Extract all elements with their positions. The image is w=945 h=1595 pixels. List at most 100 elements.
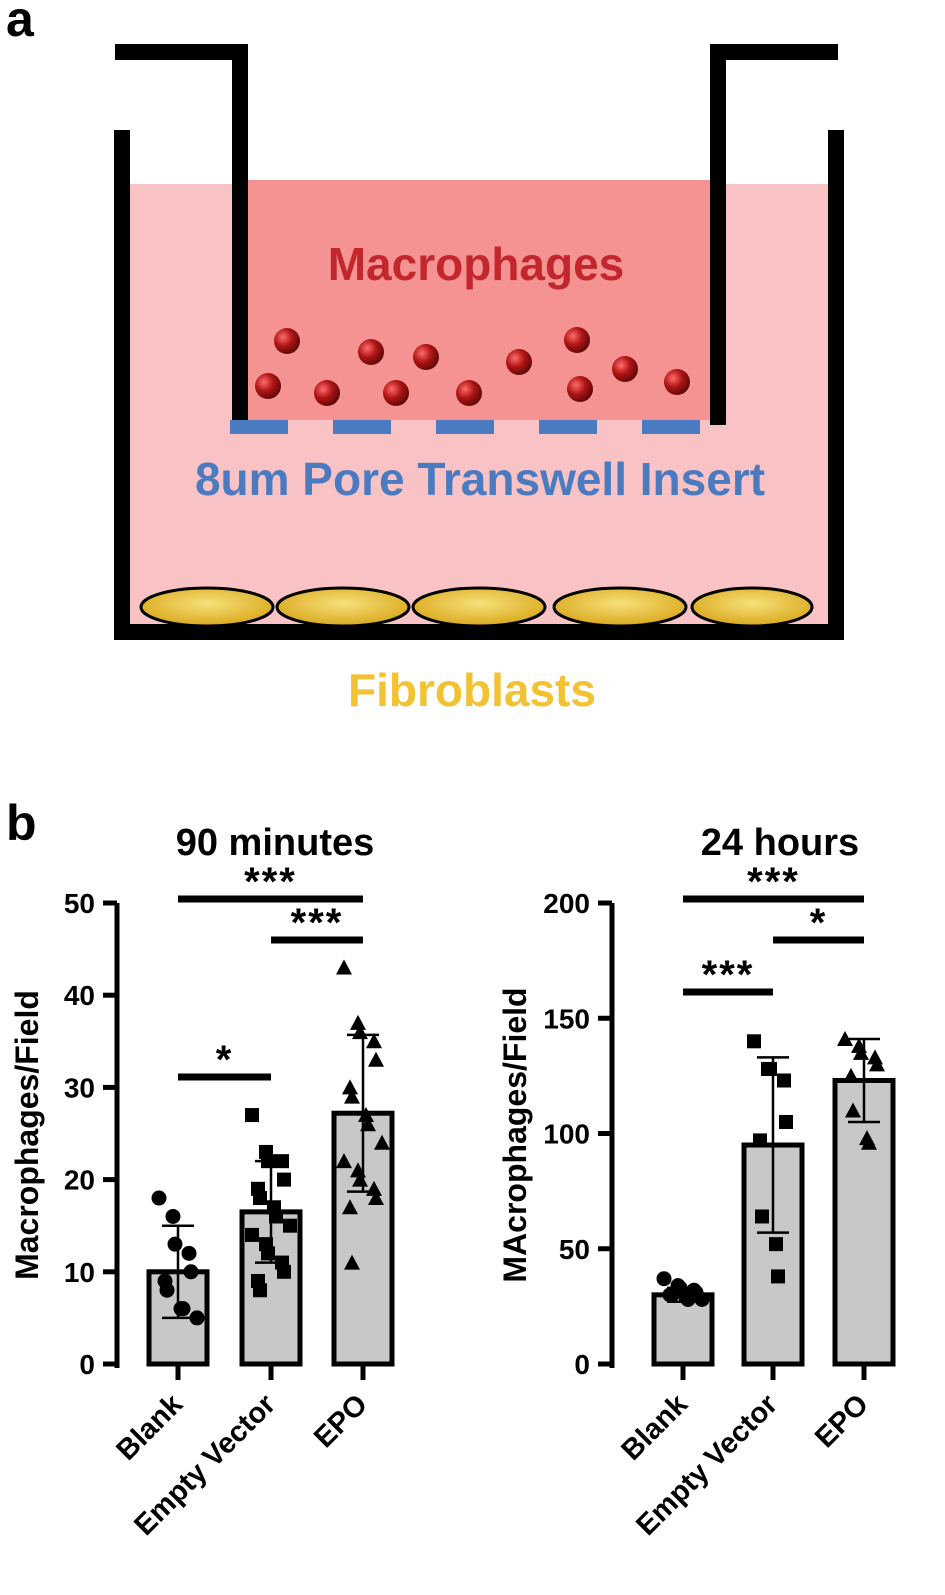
data-point bbox=[277, 1264, 291, 1279]
data-point bbox=[342, 1079, 358, 1095]
data-point bbox=[336, 959, 352, 975]
data-point bbox=[747, 1034, 761, 1049]
y-tick-label: 20 bbox=[64, 1165, 95, 1196]
macrophage-cell bbox=[314, 380, 340, 406]
fibroblast-cell bbox=[552, 586, 688, 628]
significance-label: * bbox=[216, 1038, 234, 1082]
data-point bbox=[869, 1056, 885, 1072]
macrophage-cell bbox=[413, 344, 439, 370]
data-point bbox=[253, 1191, 267, 1206]
fibroblast-cells bbox=[139, 586, 814, 628]
macrophage-cell bbox=[383, 380, 409, 406]
insert-medium bbox=[245, 180, 715, 420]
macrophage-cell bbox=[567, 376, 593, 402]
chart-90-minutes: 90 minutes Macrophages/Field 0 10 20 30 40 50… bbox=[9, 822, 395, 1542]
macrophage-cell bbox=[506, 349, 532, 375]
y-tick-label: 40 bbox=[64, 980, 95, 1011]
data-point bbox=[344, 1088, 360, 1104]
macrophage-cell bbox=[564, 327, 590, 353]
x-tick-label: Blank bbox=[110, 1388, 189, 1467]
data-point bbox=[753, 1133, 767, 1148]
pore bbox=[230, 420, 288, 434]
x-tick-label: EPO bbox=[809, 1388, 875, 1454]
y-tick-label: 50 bbox=[64, 888, 95, 919]
data-point bbox=[183, 1264, 199, 1280]
data-point bbox=[245, 1108, 259, 1123]
transwell-membrane-pores bbox=[230, 420, 700, 434]
y-axis-label: Macrophages/Field bbox=[9, 990, 45, 1280]
significance-label: *** bbox=[702, 953, 755, 997]
data-point bbox=[664, 1287, 680, 1303]
y-tick-label: 150 bbox=[543, 1003, 590, 1034]
fibroblasts-label: Fibroblasts bbox=[348, 664, 596, 716]
macrophages-label: Macrophages bbox=[328, 238, 625, 290]
y-tick-label: 50 bbox=[559, 1234, 590, 1265]
y-tick-label: 30 bbox=[64, 1072, 95, 1103]
data-point bbox=[694, 1291, 710, 1307]
x-tick-label: EPO bbox=[308, 1388, 374, 1454]
fibroblast-cell bbox=[139, 586, 275, 628]
data-point bbox=[342, 1199, 358, 1215]
fibroblast-cell bbox=[690, 586, 814, 628]
y-tick-label: 0 bbox=[574, 1349, 590, 1380]
chart-title: 90 minutes bbox=[176, 822, 375, 864]
data-point bbox=[269, 1209, 283, 1224]
data-point bbox=[277, 1172, 291, 1187]
data-point bbox=[151, 1190, 167, 1206]
data-point bbox=[366, 1033, 382, 1049]
data-point bbox=[261, 1246, 275, 1261]
macrophage-cell bbox=[274, 328, 300, 354]
macrophage-cell bbox=[612, 356, 638, 382]
bar bbox=[832, 1077, 896, 1367]
insert-wall-left bbox=[115, 44, 248, 425]
data-point bbox=[336, 1153, 352, 1169]
y-tick-label: 10 bbox=[64, 1257, 95, 1288]
data-point bbox=[755, 1209, 769, 1224]
fibroblast-cell bbox=[275, 586, 411, 628]
pore bbox=[642, 420, 700, 434]
significance-label: *** bbox=[747, 860, 800, 904]
data-point bbox=[350, 1014, 366, 1030]
data-point bbox=[245, 1227, 259, 1242]
data-point bbox=[374, 1134, 390, 1150]
data-point bbox=[167, 1236, 183, 1252]
macrophage-cell bbox=[664, 369, 690, 395]
y-axis-label: MAcrophages/Field bbox=[497, 987, 533, 1282]
data-point bbox=[837, 1030, 853, 1046]
significance-label: *** bbox=[244, 860, 297, 904]
chart-title: 24 hours bbox=[701, 822, 859, 864]
data-point bbox=[368, 1190, 384, 1206]
data-point bbox=[159, 1282, 175, 1298]
data-point bbox=[769, 1237, 783, 1252]
fibroblast-cell bbox=[411, 586, 547, 628]
data-point bbox=[763, 1061, 777, 1076]
data-point bbox=[165, 1208, 181, 1224]
macrophage-cells bbox=[255, 327, 690, 406]
data-point bbox=[843, 1067, 859, 1083]
data-point bbox=[777, 1073, 791, 1088]
chart-24-hours: 24 hours MAcrophages/Field 0 50 100 150 200 B… bbox=[497, 822, 896, 1542]
panel-b-letter: b bbox=[6, 795, 37, 851]
significance-label: *** bbox=[291, 901, 344, 945]
panel-a-letter: a bbox=[6, 0, 35, 47]
insert-wall-right bbox=[710, 44, 838, 425]
data-point bbox=[181, 1245, 197, 1261]
data-point bbox=[771, 1269, 785, 1284]
significance-label: * bbox=[810, 901, 828, 945]
pore bbox=[539, 420, 597, 434]
insert-label: 8um Pore Transwell Insert bbox=[195, 453, 765, 505]
y-tick-label: 100 bbox=[543, 1119, 590, 1150]
x-tick-label: Blank bbox=[615, 1388, 694, 1467]
data-point bbox=[189, 1310, 205, 1326]
macrophage-cell bbox=[255, 373, 281, 399]
data-point bbox=[368, 1051, 384, 1067]
data-point bbox=[253, 1283, 267, 1298]
well-wall bbox=[114, 130, 844, 640]
y-tick-label: 0 bbox=[79, 1349, 95, 1380]
pore bbox=[436, 420, 494, 434]
data-point bbox=[861, 1134, 877, 1150]
macrophage-cell bbox=[358, 339, 384, 365]
